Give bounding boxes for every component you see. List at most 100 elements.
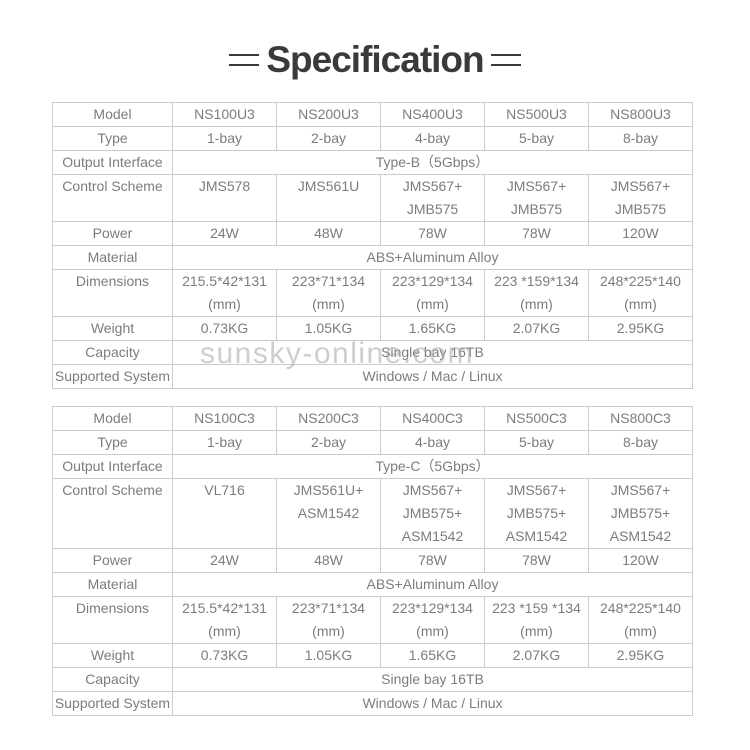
page-title: Specification [266,39,484,80]
spec-cell: 120W [588,548,693,573]
table-row-model: Model NS100C3 NS200C3 NS400C3 NS500C3 NS… [52,406,693,431]
spec-cell: 223 *159*134 (mm) [484,269,589,317]
spec-cell: 1.65KG [380,643,485,668]
spec-cell: 78W [380,548,485,573]
spec-cell: NS200U3 [276,102,381,127]
spec-table-type-c: Model NS100C3 NS200C3 NS400C3 NS500C3 NS… [52,406,693,716]
spec-cell: 215.5*42*131 (mm) [172,596,277,644]
spec-cell: 1.05KG [276,316,381,341]
spec-cell: 4-bay [380,126,485,151]
spec-cell: JMS561U+ ASM1542 [276,478,381,549]
row-label: Output Interface [52,454,173,479]
table-row-weight: Weight 0.73KG 1.05KG 1.65KG 2.07KG 2.95K… [52,316,693,341]
spec-cell: 5-bay [484,126,589,151]
spec-cell: JMS567+ JMB575 [380,174,485,222]
spec-cell: NS100U3 [172,102,277,127]
row-label: Supported System [52,364,173,389]
title-dash-right-icon [490,54,521,66]
spec-cell: 215.5*42*131 (mm) [172,269,277,317]
row-label: Control Scheme [52,174,173,222]
spec-cell: 223 *159 *134 (mm) [484,596,589,644]
table-row-material: Material ABS+Aluminum Alloy [52,245,693,270]
spec-cell: 5-bay [484,430,589,455]
table-row-supported-system: Supported System Windows / Mac / Linux [52,691,693,716]
spec-cell: 2.07KG [484,316,589,341]
row-label: Power [52,548,173,573]
row-label: Control Scheme [52,478,173,549]
spec-cell: JMS567+ JMB575+ ASM1542 [380,478,485,549]
row-label: Dimensions [52,596,173,644]
spec-cell: 0.73KG [172,643,277,668]
spec-cell: 1.05KG [276,643,381,668]
table-row-type: Type 1-bay 2-bay 4-bay 5-bay 8-bay [52,430,693,455]
spec-cell: 78W [484,221,589,246]
table-row-output-interface: Output Interface Type-C（5Gbps） [52,454,693,479]
table-row-capacity: Capacity Single bay 16TB [52,667,693,692]
row-label: Output Interface [52,150,173,175]
table-row-dimensions: Dimensions 215.5*42*131 (mm) 223*71*134 … [52,596,693,644]
spec-cell: JMS567+ JMB575+ ASM1542 [588,478,693,549]
row-label: Supported System [52,691,173,716]
spec-cell-merged: ABS+Aluminum Alloy [172,245,693,270]
spec-cell-merged: Single bay 16TB [172,667,693,692]
spec-cell: 223*71*134 (mm) [276,269,381,317]
spec-cell: 120W [588,221,693,246]
table-row-control-scheme: Control Scheme VL716 JMS561U+ ASM1542 JM… [52,478,693,549]
row-label: Dimensions [52,269,173,317]
row-label: Capacity [52,340,173,365]
spec-cell: NS500C3 [484,406,589,431]
spec-cell: NS400C3 [380,406,485,431]
spec-cell-merged: Windows / Mac / Linux [172,691,693,716]
spec-cell-merged: Windows / Mac / Linux [172,364,693,389]
spec-cell: 2.95KG [588,316,693,341]
spec-cell: 1-bay [172,430,277,455]
spec-cell: 4-bay [380,430,485,455]
row-label: Model [52,102,173,127]
spec-cell: JMS567+ JMB575 [484,174,589,222]
spec-cell: JMS567+ JMB575 [588,174,693,222]
spec-cell: 2.07KG [484,643,589,668]
table-row-power: Power 24W 48W 78W 78W 120W [52,221,693,246]
row-label: Weight [52,643,173,668]
row-label: Model [52,406,173,431]
spec-cell: 0.73KG [172,316,277,341]
table-row-dimensions: Dimensions 215.5*42*131 (mm) 223*71*134 … [52,269,693,317]
spec-cell: 248*225*140 (mm) [588,269,693,317]
row-label: Type [52,126,173,151]
spec-cell: 8-bay [588,126,693,151]
spec-cell-merged: Type-B（5Gbps） [172,150,693,175]
spec-cell: 1-bay [172,126,277,151]
row-label: Weight [52,316,173,341]
spec-cell: 223*71*134 (mm) [276,596,381,644]
spec-table-type-b: Model NS100U3 NS200U3 NS400U3 NS500U3 NS… [52,102,693,389]
spec-cell: NS800U3 [588,102,693,127]
spec-cell: 223*129*134 (mm) [380,596,485,644]
spec-cell: 2-bay [276,126,381,151]
spec-cell: NS400U3 [380,102,485,127]
spec-cell: 48W [276,548,381,573]
table-row-weight: Weight 0.73KG 1.05KG 1.65KG 2.07KG 2.95K… [52,643,693,668]
spec-cell: NS200C3 [276,406,381,431]
spec-cell: NS100C3 [172,406,277,431]
spec-cell: JMS567+ JMB575+ ASM1542 [484,478,589,549]
table-row-type: Type 1-bay 2-bay 4-bay 5-bay 8-bay [52,126,693,151]
spec-cell: 48W [276,221,381,246]
spec-cell: NS800C3 [588,406,693,431]
table-row-material: Material ABS+Aluminum Alloy [52,572,693,597]
spec-cell: NS500U3 [484,102,589,127]
spec-cell: 2.95KG [588,643,693,668]
table-row-capacity: Capacity Single bay 16TB [52,340,693,365]
table-row-supported-system: Supported System Windows / Mac / Linux [52,364,693,389]
spec-cell: VL716 [172,478,277,549]
spec-cell: 78W [484,548,589,573]
table-row-power: Power 24W 48W 78W 78W 120W [52,548,693,573]
row-label: Power [52,221,173,246]
page-header: Specification [0,36,750,84]
row-label: Type [52,430,173,455]
spec-cell: 78W [380,221,485,246]
row-label: Capacity [52,667,173,692]
table-row-model: Model NS100U3 NS200U3 NS400U3 NS500U3 NS… [52,102,693,127]
spec-cell: 8-bay [588,430,693,455]
title-dash-left-icon [229,54,260,66]
spec-cell: 1.65KG [380,316,485,341]
